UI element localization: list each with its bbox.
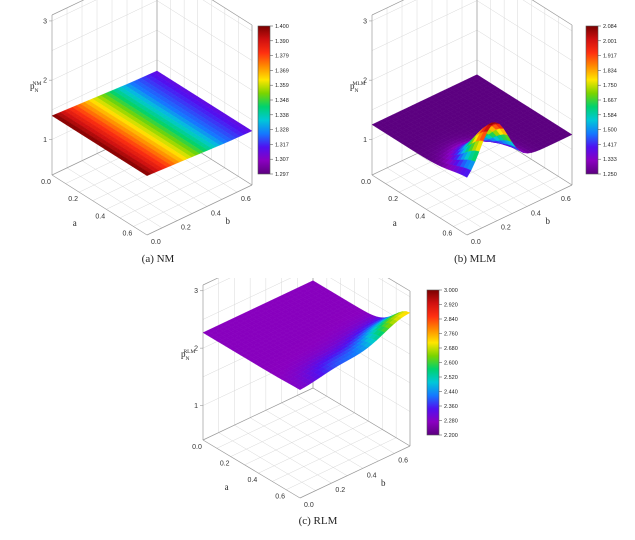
- colorbar-tick-label: 1.338: [275, 113, 289, 119]
- surface-patch: [463, 168, 472, 178]
- y-axis-label: b: [546, 216, 551, 226]
- colorbar-tick-label: 2.280: [444, 419, 458, 425]
- colorbar-tick-label: 1.834: [603, 68, 617, 74]
- caption-mlm: (b) MLM: [454, 253, 496, 265]
- z-tick-label: 1: [43, 137, 47, 144]
- x-tick-label: 0.4: [248, 477, 258, 484]
- x-tick-label: 0.0: [192, 444, 202, 451]
- colorbar-tick-label: 1.917: [603, 54, 617, 60]
- z-tick-label: 2: [363, 78, 367, 85]
- x-tick-label: 0.6: [443, 230, 453, 237]
- colorbar-tick-label: 1.400: [275, 24, 289, 30]
- colorbar: 2.200 2.280 2.360 2.440 2.520 2.600 2.680 2.760…: [426, 288, 458, 439]
- x-tick-label: 0.0: [361, 179, 371, 186]
- z-tick-label: 1: [194, 403, 198, 410]
- surface: [202, 280, 411, 390]
- x-axis-label: a: [225, 482, 229, 492]
- colorbar-tick-label: 2.760: [444, 332, 458, 338]
- z-axis-label: pNMLM: [350, 81, 366, 94]
- z-tick-label: 2: [43, 78, 47, 85]
- y-tick-label: 0.4: [531, 210, 541, 217]
- y-tick-label: 0.4: [367, 472, 377, 479]
- y-axis-label: b: [226, 216, 231, 226]
- x-tick-label: 0.0: [41, 179, 51, 186]
- z-tick-label: 3: [194, 288, 198, 295]
- y-axis-label: b: [381, 478, 386, 488]
- y-tick-label: 0.6: [561, 196, 571, 203]
- colorbar-tick-label: 2.360: [444, 404, 458, 410]
- colorbar-tick-label: 2.920: [444, 303, 458, 309]
- surface-patch: [295, 385, 305, 390]
- colorbar-tick-label: 1.584: [603, 113, 617, 119]
- x-tick-label: 0.6: [123, 230, 133, 237]
- colorbar-tick-label: 2.200: [444, 433, 458, 439]
- surface: [51, 70, 253, 176]
- caption-nm: (a) NM: [141, 253, 175, 265]
- colorbar-tick-label: 1.750: [603, 83, 617, 89]
- y-tick-label: 0.6: [241, 196, 251, 203]
- colorbar-tick-label: 1.328: [275, 128, 289, 134]
- x-tick-label: 0.2: [388, 196, 398, 203]
- x-tick-label: 0.4: [415, 213, 425, 220]
- surface: [371, 74, 573, 178]
- y-tick-label: 0.2: [501, 225, 511, 232]
- z-tick-label: 3: [363, 18, 367, 25]
- colorbar-tick-label: 2.680: [444, 346, 458, 352]
- x-tick-label: 0.4: [95, 213, 105, 220]
- x-tick-label: 0.2: [68, 196, 78, 203]
- colorbar-tick-label: 2.001: [603, 39, 617, 45]
- colorbar: 1.250 1.333 1.417 1.500 1.584 1.667 1.750 1.834…: [585, 24, 617, 178]
- colorbar-tick-label: 1.317: [275, 142, 289, 148]
- caption-rlm: (c) RLM: [298, 515, 338, 527]
- colorbar-tick-label: 1.500: [603, 128, 617, 134]
- colorbar-tick-label: 3.000: [444, 288, 458, 294]
- x-tick-label: 0.6: [275, 494, 285, 501]
- colorbar-tick-label: 1.390: [275, 39, 289, 45]
- colorbar-tick-label: 2.440: [444, 390, 458, 396]
- z-tick-label: 2: [194, 346, 198, 353]
- colorbar-tick-label: 1.297: [275, 172, 289, 178]
- z-axis-label: pNNM: [30, 81, 41, 94]
- colorbar-tick-label: 1.667: [603, 98, 617, 104]
- z-tick-label: 1: [363, 137, 367, 144]
- colorbar-tick-label: 2.840: [444, 317, 458, 323]
- colorbar-gradient: [426, 289, 440, 436]
- colorbar-tick-label: 1.379: [275, 54, 289, 60]
- colorbar-tick-label: 1.369: [275, 68, 289, 74]
- colorbar-tick-label: 1.359: [275, 83, 289, 89]
- z-axis-label: pNRLM: [181, 349, 196, 362]
- x-tick-label: 0.2: [220, 461, 230, 468]
- colorbar-gradient: [585, 25, 599, 175]
- colorbar-tick-label: 1.348: [275, 98, 289, 104]
- colorbar-gradient: [257, 25, 271, 175]
- colorbar-tick-label: 2.600: [444, 361, 458, 367]
- z-tick-label: 3: [43, 18, 47, 25]
- colorbar-tick-label: 1.307: [275, 157, 289, 163]
- colorbar-tick-label: 1.250: [603, 172, 617, 178]
- colorbar-tick-label: 2.520: [444, 375, 458, 381]
- y-tick-label: 0.4: [211, 210, 221, 217]
- colorbar-tick-label: 1.333: [603, 157, 617, 163]
- y-tick-label: 0.0: [471, 239, 481, 246]
- colorbar: 1.297 1.307 1.317 1.328 1.338 1.348 1.359 1.369…: [257, 24, 289, 178]
- colorbar-tick-label: 1.417: [603, 142, 617, 148]
- x-axis-label: a: [393, 218, 397, 228]
- x-axis-label: a: [73, 218, 77, 228]
- colorbar-tick-label: 2.084: [603, 24, 617, 30]
- surface-patch: [142, 171, 152, 176]
- y-tick-label: 0.2: [181, 225, 191, 232]
- y-tick-label: 0.6: [398, 457, 408, 464]
- y-tick-label: 0.0: [151, 239, 161, 246]
- y-tick-label: 0.0: [304, 502, 314, 509]
- y-tick-label: 0.2: [335, 487, 345, 494]
